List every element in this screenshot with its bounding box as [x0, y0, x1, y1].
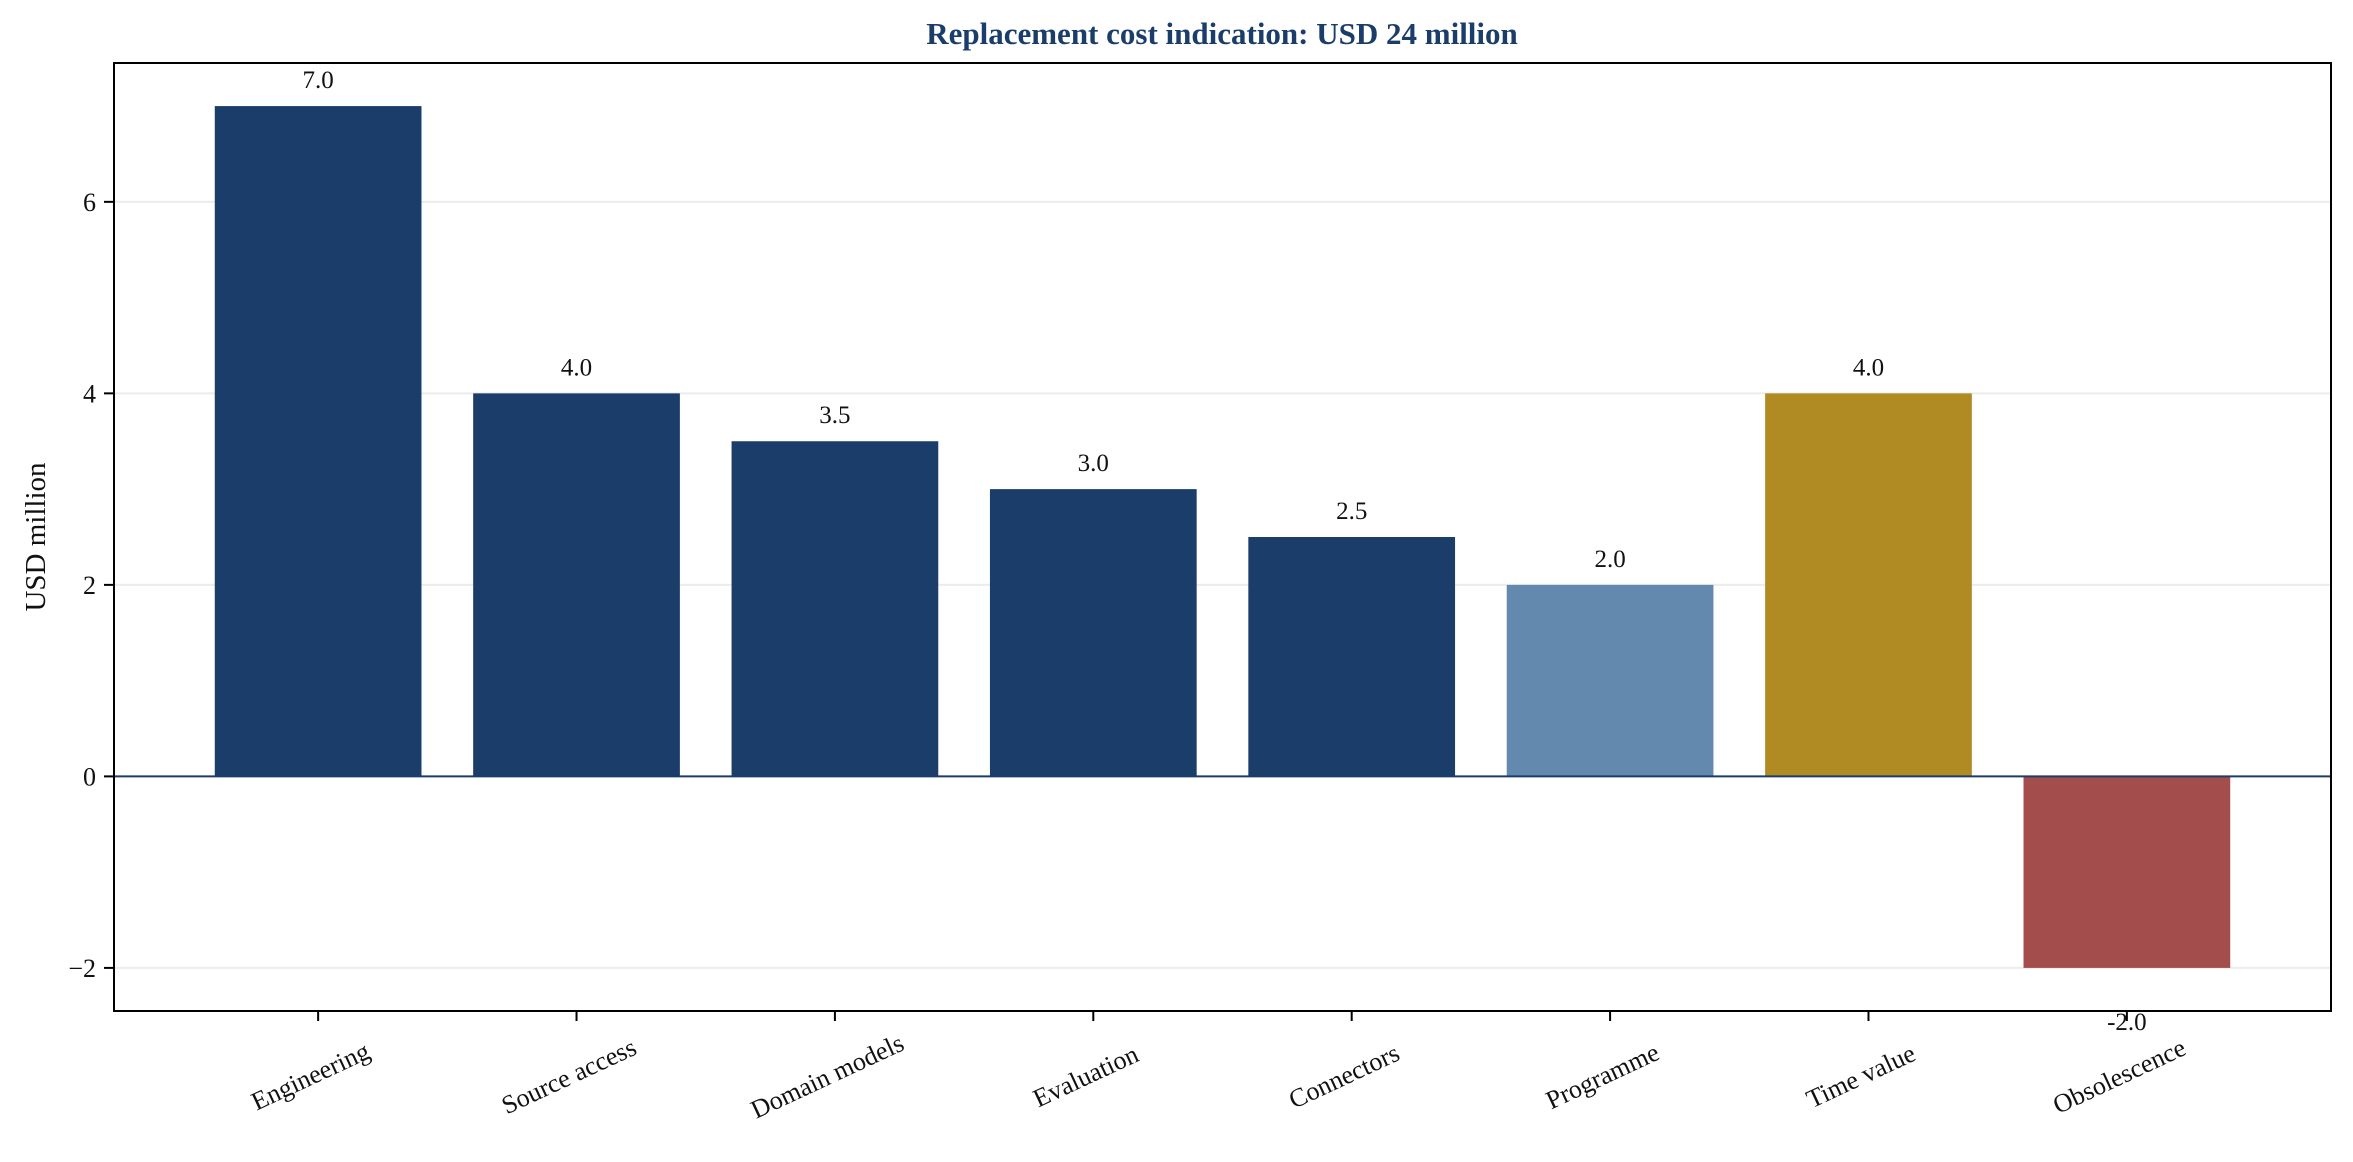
data-label: -2.0 [2107, 1009, 2147, 1036]
bar [731, 441, 939, 777]
x-tick-label: Source access [497, 1032, 641, 1120]
data-labels: 7.0 4.0 3.5 3.0 2.5 2.0 4.0 -2.0 [303, 67, 2147, 1036]
x-axis: Engineering Source access Domain models Eva… [247, 1011, 2190, 1124]
chart-title: Replacement cost indication: USD 24 mill… [926, 16, 1518, 51]
x-tick-label: Programme [1541, 1038, 1663, 1116]
x-tick-label: Domain models [746, 1028, 908, 1124]
bar [1248, 537, 1456, 777]
x-tick-label: Time value [1802, 1038, 1920, 1114]
data-label: 7.0 [303, 67, 334, 94]
gridlines [114, 200, 2331, 969]
y-tick-label: 6 [83, 188, 96, 217]
y-axis: −2 0 2 4 6 [68, 188, 114, 983]
bar [473, 393, 680, 777]
bar [2023, 776, 2231, 968]
bar [1506, 584, 1714, 777]
y-tick-label: 4 [83, 379, 96, 408]
x-tick-label: Obsolescence [2048, 1033, 2190, 1120]
bar [214, 106, 422, 777]
y-tick-label: 0 [83, 762, 96, 791]
data-label: 4.0 [1853, 354, 1884, 381]
data-label: 3.0 [1078, 450, 1109, 477]
data-label: 2.0 [1594, 546, 1625, 573]
bar [989, 489, 1197, 777]
bars [214, 106, 2231, 968]
plot-frame [113, 62, 2332, 1012]
data-label: 4.0 [561, 354, 592, 381]
data-label: 2.5 [1336, 498, 1367, 525]
y-axis-label: USD million [20, 462, 52, 612]
y-tick-label: −2 [68, 954, 96, 983]
bar [1765, 393, 1972, 777]
x-tick-label: Engineering [247, 1036, 374, 1116]
x-tick-label: Connectors [1284, 1038, 1404, 1114]
data-label: 3.5 [819, 402, 850, 429]
x-tick-label: Evaluation [1029, 1039, 1143, 1113]
y-tick-label: 2 [83, 571, 96, 600]
